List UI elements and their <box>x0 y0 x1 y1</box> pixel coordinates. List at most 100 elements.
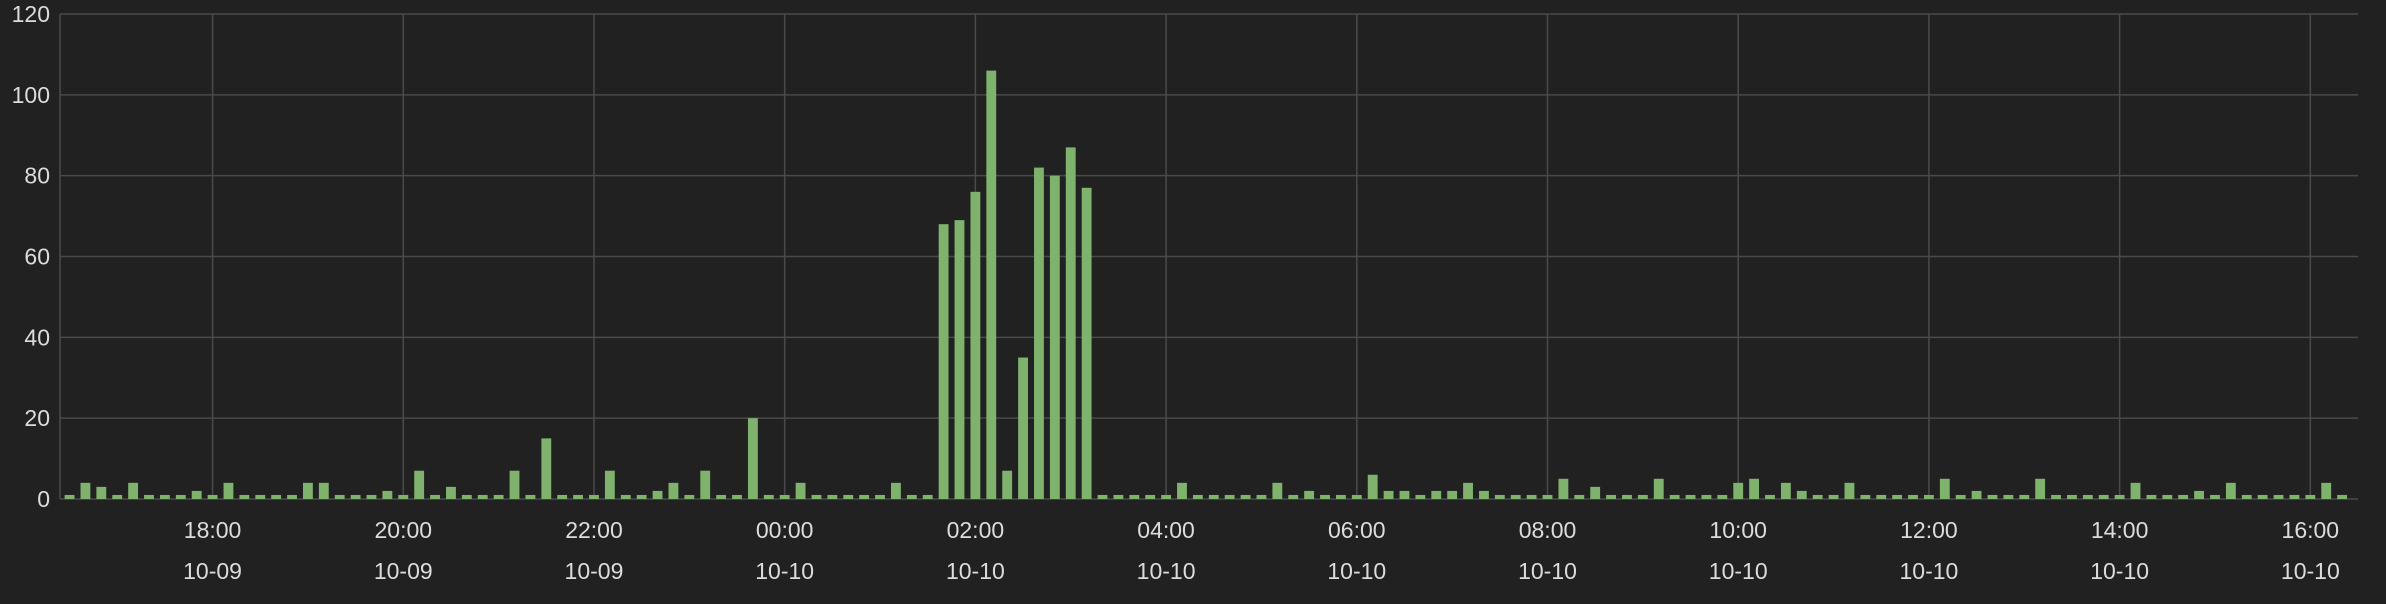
bar <box>302 482 313 499</box>
bar <box>2114 494 2125 499</box>
x-tick-time-label: 18:00 <box>184 517 242 543</box>
bar <box>1447 490 1458 499</box>
bar <box>1622 494 1632 499</box>
bar <box>159 494 170 499</box>
bar <box>2273 494 2284 499</box>
bar <box>1081 187 1092 499</box>
x-tick-time-label: 04:00 <box>1137 517 1195 543</box>
y-tick-label: 80 <box>24 163 50 189</box>
bar <box>668 482 679 499</box>
bar <box>2019 494 2030 499</box>
bar <box>144 494 154 499</box>
bar <box>1145 494 1156 499</box>
bar <box>128 482 139 499</box>
x-tick-time-label: 16:00 <box>2282 517 2340 543</box>
bar <box>1320 494 1330 499</box>
bar <box>80 482 91 499</box>
x-tick-time-label: 02:00 <box>947 517 1005 543</box>
bar <box>509 470 520 499</box>
bar <box>1796 490 1807 499</box>
bar <box>636 494 647 499</box>
bar <box>1701 494 1712 499</box>
bar <box>2321 482 2332 499</box>
bar <box>620 494 631 499</box>
x-tick-date-label: 10-09 <box>565 558 624 584</box>
bar <box>2130 482 2141 499</box>
bar <box>1049 175 1060 499</box>
y-tick-label: 60 <box>24 244 50 270</box>
bar <box>2051 494 2061 499</box>
x-tick-date-label: 10-10 <box>1899 558 1958 584</box>
bar <box>573 494 584 499</box>
bar <box>684 494 695 499</box>
bar <box>811 494 822 499</box>
x-tick-date-label: 10-10 <box>755 558 814 584</box>
bar <box>1224 494 1235 499</box>
bar <box>1431 490 1442 499</box>
bar <box>1256 494 1267 499</box>
x-tick-date-label: 10-09 <box>374 558 433 584</box>
bar <box>986 70 997 499</box>
bar <box>557 494 568 499</box>
bar <box>2257 494 2268 499</box>
bar <box>175 494 186 499</box>
x-tick-date-label: 10-10 <box>1518 558 1577 584</box>
bar <box>2098 494 2109 499</box>
bar <box>318 482 329 499</box>
x-tick-date-label: 10-10 <box>1709 558 1768 584</box>
bar <box>191 490 202 499</box>
bar <box>922 494 933 499</box>
bar <box>2210 494 2220 499</box>
bar <box>1717 494 1728 499</box>
bar <box>493 494 504 499</box>
bar <box>1161 494 1172 499</box>
bar-series <box>64 70 2348 500</box>
bar <box>1749 478 1760 499</box>
bar <box>1065 147 1076 499</box>
bar <box>747 418 758 499</box>
bar <box>1240 494 1251 499</box>
bar <box>1780 482 1791 499</box>
bar <box>1653 478 1664 499</box>
bar <box>1351 494 1362 499</box>
x-tick-time-label: 06:00 <box>1328 517 1386 543</box>
bar <box>1542 494 1553 499</box>
bar <box>1828 494 1839 499</box>
horizontal-gridlines <box>59 13 2358 500</box>
bar <box>2035 478 2046 499</box>
bar <box>1733 482 1744 499</box>
bar <box>239 494 250 499</box>
bar <box>1590 486 1601 499</box>
bar <box>1002 470 1013 499</box>
bar <box>1923 494 1934 499</box>
bar <box>938 224 949 499</box>
bar <box>207 494 218 499</box>
bar <box>2337 494 2348 499</box>
bar <box>255 494 266 499</box>
bar <box>2305 494 2316 499</box>
bar <box>2289 494 2300 499</box>
bar <box>716 494 727 499</box>
bar <box>2225 482 2236 499</box>
bar <box>446 486 456 499</box>
bar <box>604 470 615 499</box>
bar <box>1192 494 1203 499</box>
bar <box>2003 494 2014 499</box>
bar <box>64 494 75 499</box>
bar <box>1844 482 1855 499</box>
bar <box>1097 494 1108 499</box>
bar <box>1955 494 1966 499</box>
bar <box>350 494 361 499</box>
bar <box>2241 494 2252 499</box>
y-tick-label: 0 <box>37 486 50 512</box>
bar <box>589 494 599 499</box>
y-tick-label: 100 <box>12 82 50 108</box>
bar <box>1876 494 1887 499</box>
bar <box>2146 494 2157 499</box>
bar <box>2082 494 2093 499</box>
bar <box>1399 490 1410 499</box>
bar <box>652 490 663 499</box>
bar <box>414 470 425 499</box>
bar <box>1034 167 1044 500</box>
y-tick-label: 40 <box>24 324 50 350</box>
